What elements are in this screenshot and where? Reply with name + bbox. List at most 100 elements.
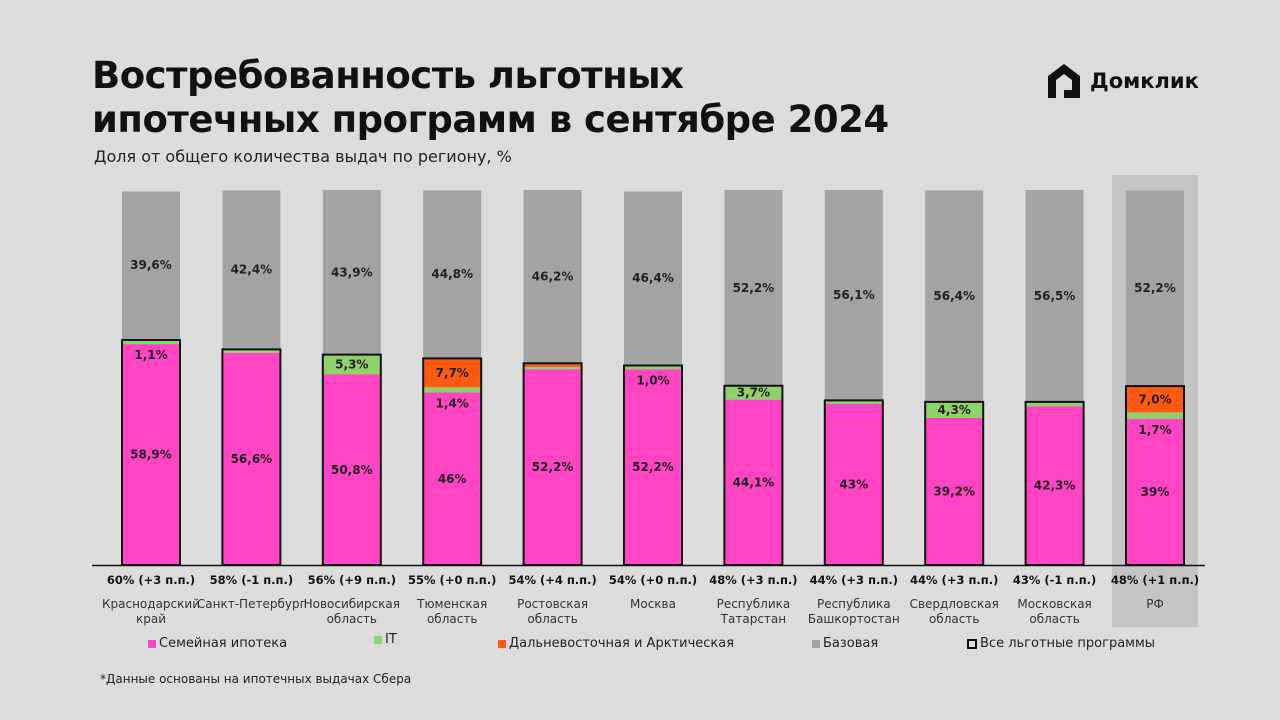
total-label: 43% (-1 п.п.) — [1013, 573, 1096, 587]
bar-outline-preferential — [522, 362, 583, 566]
bar-outline-preferential — [221, 348, 282, 566]
bar-segment-fareast — [523, 363, 582, 367]
data-label-family: 50,8% — [331, 463, 373, 477]
bar-segment-base — [1025, 190, 1084, 402]
bar-segment-base — [925, 190, 984, 402]
bar-segment-family — [523, 369, 582, 565]
legend-label: IT — [385, 632, 397, 647]
legend-label: Дальневосточная и Арктическая — [509, 636, 735, 651]
bar-segment-it — [824, 400, 883, 404]
legend-item: Все льготные программы — [967, 636, 1155, 651]
bar-segment-base — [624, 191, 682, 366]
bar-outline-preferential — [823, 399, 884, 566]
bar-outline-preferential — [422, 357, 483, 566]
total-label: 58% (-1 п.п.) — [210, 573, 293, 587]
total-label: 54% (+4 п.п.) — [508, 573, 596, 587]
total-label: 48% (+3 п.п.) — [709, 573, 797, 587]
category-label: Башкортостан — [808, 612, 900, 626]
data-label-base: 52,2% — [1134, 281, 1176, 295]
bar-segment-family — [122, 344, 180, 565]
legend-item: Дальневосточная и Арктическая — [498, 636, 734, 651]
legend-swatch — [812, 639, 820, 648]
data-label-base: 52,2% — [733, 281, 775, 295]
total-label: 48% (+1 п.п.) — [1111, 573, 1199, 587]
category-label: область — [929, 612, 979, 626]
category-label: область — [427, 612, 477, 626]
data-label-base: 56,1% — [833, 288, 875, 302]
bar-segment-base — [724, 190, 783, 386]
legend-item: Семейная ипотека — [148, 636, 287, 651]
title-line-1: Востребованность льготных — [92, 54, 684, 97]
bar-segment-family — [222, 352, 281, 565]
total-label: 55% (+0 п.п.) — [408, 573, 496, 587]
chart-subtitle: Доля от общего количества выдач по регио… — [94, 147, 512, 166]
bar-segment-it — [322, 354, 381, 375]
bar-segment-fareast — [423, 358, 482, 388]
bar-segment-family — [824, 403, 883, 565]
bar-segment-family — [925, 418, 984, 565]
data-label-base: 43,9% — [331, 265, 373, 279]
data-label-base: 44,8% — [431, 267, 473, 281]
data-label-it: 1,0% — [636, 373, 669, 387]
data-label-family: 39,2% — [933, 485, 975, 499]
legend-swatch — [374, 635, 382, 644]
bar-segment-it — [423, 387, 482, 393]
bar-segment-family — [624, 369, 682, 565]
total-label: 44% (+3 п.п.) — [910, 573, 998, 587]
bar-segment-it — [1126, 412, 1184, 419]
logo-text: Домклик — [1090, 69, 1199, 93]
bar-segment-base — [423, 190, 482, 359]
legend-swatch — [967, 638, 977, 649]
category-label: Республика — [717, 597, 791, 611]
chart-title: Востребованность льготных ипотечных прогр… — [92, 54, 889, 142]
data-label-base: 39,6% — [130, 258, 172, 272]
bar-segment-family — [1025, 406, 1084, 565]
category-label: Краснодарский — [102, 597, 200, 611]
bar-outline-preferential — [121, 339, 181, 566]
bar-segment-it — [925, 401, 984, 418]
category-label: Республика — [817, 597, 891, 611]
bar-segment-base — [523, 190, 582, 364]
total-label: 60% (+3 п.п.) — [107, 573, 195, 587]
data-label-family: 52,2% — [632, 460, 674, 474]
legend-label: Все льготные программы — [980, 636, 1156, 651]
bar-segment-family — [724, 399, 783, 565]
bar-segment-it — [122, 340, 180, 345]
bar-outline-preferential — [924, 400, 985, 566]
data-label-base: 56,4% — [933, 289, 975, 303]
legend-label: Семейная ипотека — [159, 636, 288, 651]
category-label: Ростовская — [517, 597, 588, 611]
category-label: Татарстан — [720, 612, 786, 626]
bar-outline-preferential — [1024, 400, 1085, 566]
bar-segment-base — [824, 190, 883, 401]
legend-swatch — [148, 639, 156, 648]
data-label-base: 46,2% — [532, 270, 574, 284]
data-label-it: 1,7% — [1138, 423, 1171, 437]
data-label-it: 1,4% — [436, 397, 469, 411]
data-label-fareast: 7,7% — [436, 366, 469, 380]
data-label-it: 5,3% — [335, 358, 368, 372]
legend-swatch — [498, 639, 506, 648]
bar-segment-base — [322, 190, 381, 355]
data-label-it: 4,3% — [938, 403, 971, 417]
data-label-base: 56,5% — [1034, 289, 1076, 303]
category-label: Москва — [630, 597, 676, 611]
category-label: Санкт-Петербург — [197, 597, 306, 611]
legend-item: IT — [374, 632, 397, 647]
legend-label: Базовая — [823, 636, 879, 651]
category-label: Свердловская — [910, 597, 999, 611]
bar-segment-it — [1025, 401, 1084, 407]
domclick-logo: Домклик — [1046, 62, 1199, 100]
data-label-family: 52,2% — [532, 460, 574, 474]
category-label: Новосибирская — [304, 597, 400, 611]
bar-segment-it — [222, 349, 281, 353]
bar-segment-base — [122, 191, 180, 340]
category-label: область — [1029, 612, 1079, 626]
data-label-family: 44,1% — [733, 475, 775, 489]
house-logo-icon — [1048, 64, 1080, 98]
total-label: 56% (+9 п.п.) — [308, 573, 396, 587]
bar-outline-preferential — [321, 353, 382, 566]
bar-outline-preferential — [623, 364, 683, 566]
bar-segment-family — [322, 374, 381, 565]
